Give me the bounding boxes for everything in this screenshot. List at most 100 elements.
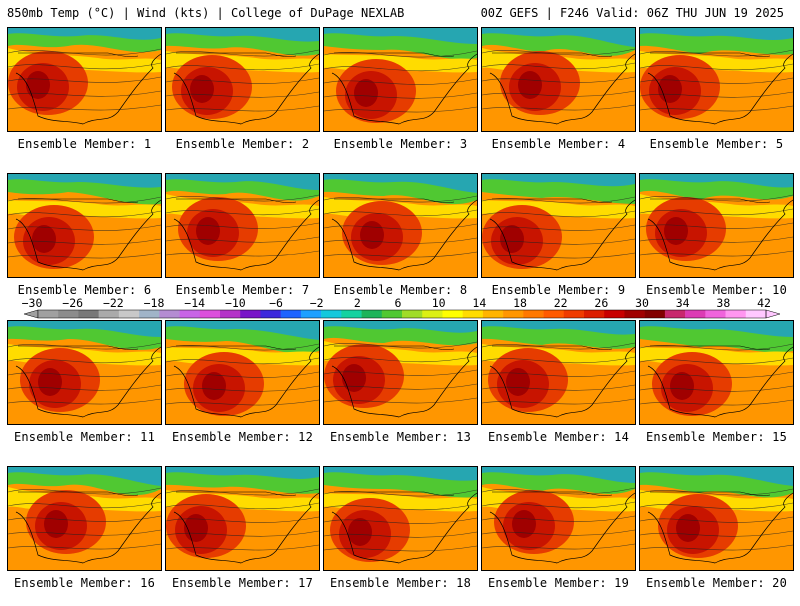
colorbar-segment (220, 310, 241, 318)
temperature-map (8, 28, 161, 131)
temperature-map (482, 174, 635, 277)
colorbar-segment (159, 310, 180, 318)
colorbar-segment (604, 310, 625, 318)
ensemble-panel-10: Ensemble Member: 10 (639, 173, 794, 313)
ensemble-map-15 (639, 320, 794, 425)
ensemble-map-5 (639, 27, 794, 132)
temperature-colorbar: −30 −26 −22 −18 −14 −10 −6 −2 2 6 10 14 18 22 26 30 34 38… (0, 296, 800, 320)
colorbar-tick-label: −14 (184, 296, 206, 310)
temperature-map (324, 174, 477, 277)
ensemble-member-label: Ensemble Member: 10 (645, 283, 788, 297)
temperature-map (482, 28, 635, 131)
colorbar-segment (240, 310, 261, 318)
colorbar-segment (361, 310, 383, 318)
colorbar-tick-label: −18 (143, 296, 165, 310)
ensemble-panel-14: Ensemble Member: 14 (481, 320, 636, 460)
colorbar-tick-label: 10 (431, 296, 446, 310)
colorbar-tick-label: 14 (472, 296, 487, 310)
ensemble-member-label: Ensemble Member: 6 (17, 283, 152, 297)
ensemble-panel-2: Ensemble Member: 2 (165, 27, 320, 167)
ensemble-panel-3: Ensemble Member: 3 (323, 27, 478, 167)
ensemble-map-9 (481, 173, 636, 278)
ensemble-member-label: Ensemble Member: 14 (487, 430, 630, 444)
colorbar-segment (381, 310, 403, 318)
ensemble-panel-8: Ensemble Member: 8 (323, 173, 478, 313)
valid-time-label: 00Z GEFS | F246 Valid: 06Z THU JUN 19 20… (480, 6, 784, 20)
colorbar-segment (664, 310, 686, 318)
ensemble-map-14 (481, 320, 636, 425)
temperature-map (166, 321, 319, 424)
ensemble-member-label: Ensemble Member: 3 (333, 137, 468, 151)
colorbar-tick-label: 38 (716, 296, 731, 310)
ensemble-map-2 (165, 27, 320, 132)
colorbar-segment (98, 310, 120, 318)
temperature-map (324, 467, 477, 570)
temperature-map (166, 174, 319, 277)
ensemble-member-label: Ensemble Member: 7 (175, 283, 310, 297)
ensemble-member-label: Ensemble Member: 8 (333, 283, 468, 297)
ensemble-panel-17: Ensemble Member: 17 (165, 466, 320, 606)
colorbar-segment (58, 310, 79, 318)
ensemble-member-label: Ensemble Member: 11 (13, 430, 156, 444)
ensemble-panel-9: Ensemble Member: 9 (481, 173, 636, 313)
ensemble-map-3 (323, 27, 478, 132)
ensemble-member-label: Ensemble Member: 5 (649, 137, 784, 151)
ensemble-map-8 (323, 173, 478, 278)
colorbar-segment (482, 310, 504, 318)
colorbar-tick-label: 34 (675, 296, 690, 310)
ensemble-map-18 (323, 466, 478, 571)
temperature-map (166, 28, 319, 131)
ensemble-map-20 (639, 466, 794, 571)
ensemble-member-label: Ensemble Member: 13 (329, 430, 472, 444)
colorbar-segment (523, 310, 544, 318)
ensemble-member-label: Ensemble Member: 17 (171, 576, 314, 590)
colorbar-segment (543, 310, 565, 318)
colorbar-tick-label: −26 (62, 296, 84, 310)
ensemble-panel-1: Ensemble Member: 1 (7, 27, 162, 167)
ensemble-map-1 (7, 27, 162, 132)
ensemble-map-16 (7, 466, 162, 571)
colorbar-segment (584, 310, 605, 318)
colorbar-tick-label: −22 (102, 296, 124, 310)
colorbar-segment (341, 310, 362, 318)
ensemble-member-label: Ensemble Member: 2 (175, 137, 310, 151)
ensemble-member-label: Ensemble Member: 19 (487, 576, 630, 590)
colorbar-segment (78, 310, 99, 318)
colorbar-segment (725, 310, 747, 318)
colorbar-segment (260, 310, 281, 318)
colorbar-segment (139, 310, 160, 318)
temperature-map (640, 321, 793, 424)
colorbar-segment (503, 310, 524, 318)
colorbar-segment (280, 310, 302, 318)
temperature-map (8, 321, 161, 424)
ensemble-panel-4: Ensemble Member: 4 (481, 27, 636, 167)
ensemble-panel-12: Ensemble Member: 12 (165, 320, 320, 460)
colorbar-tick-label: 30 (635, 296, 649, 310)
colorbar-tick-label: 22 (553, 296, 568, 310)
header-bar: 850mb Temp (°C) | Wind (kts) | College o… (0, 0, 800, 24)
colorbar-segment (300, 310, 322, 318)
colorbar-segment (644, 310, 666, 318)
colorbar-tick-label: 42 (757, 296, 771, 310)
ensemble-member-label: Ensemble Member: 1 (17, 137, 152, 151)
colorbar-segment (462, 310, 484, 318)
colorbar-segment (402, 310, 423, 318)
temperature-map (8, 467, 161, 570)
colorbar-tick-label: 6 (394, 296, 402, 310)
ensemble-member-label: Ensemble Member: 15 (645, 430, 788, 444)
ensemble-member-label: Ensemble Member: 12 (171, 430, 314, 444)
ensemble-member-label: Ensemble Member: 9 (491, 283, 626, 297)
temperature-map (482, 321, 635, 424)
temperature-map (640, 28, 793, 131)
temperature-map (166, 467, 319, 570)
ensemble-map-17 (165, 466, 320, 571)
colorbar-segment (705, 310, 726, 318)
colorbar-segment (199, 310, 221, 318)
ensemble-panel-5: Ensemble Member: 5 (639, 27, 794, 167)
ensemble-map-19 (481, 466, 636, 571)
ensemble-panel-19: Ensemble Member: 19 (481, 466, 636, 606)
temperature-map (324, 28, 477, 131)
ensemble-member-label: Ensemble Member: 4 (491, 137, 626, 151)
ensemble-map-6 (7, 173, 162, 278)
colorbar-tick-label: −2 (309, 296, 324, 310)
